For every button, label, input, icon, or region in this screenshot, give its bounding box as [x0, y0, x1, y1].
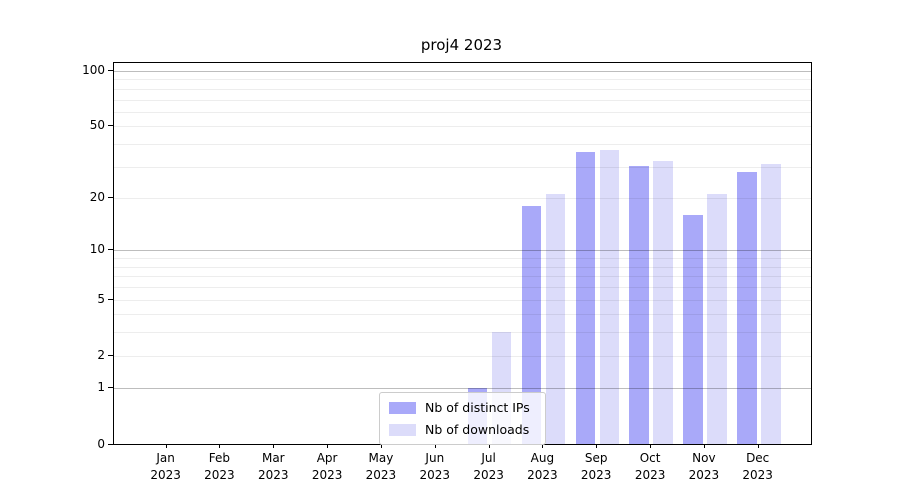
x-tick-month: Jun	[425, 451, 445, 465]
x-tick-year: 2023	[204, 468, 235, 482]
x-tick-month: Sep	[584, 451, 608, 465]
y-tick-label: 2	[97, 347, 105, 362]
x-tick-label: Dec 2023	[726, 450, 790, 484]
bars-layer	[114, 63, 811, 444]
x-tick-year: 2023	[150, 468, 181, 482]
x-tick-mark	[165, 444, 167, 448]
x-tick-month: Jul	[481, 451, 496, 465]
bar-nb-of-downloads	[545, 193, 566, 444]
x-tick-mark	[596, 444, 598, 448]
x-tick-month: Oct	[639, 451, 661, 465]
bar-nb-of-downloads	[599, 149, 619, 444]
x-tick-mark	[542, 444, 544, 448]
x-tick-label: May 2023	[349, 450, 413, 484]
x-tick-month: Mar	[261, 451, 285, 465]
x-tick-label: Oct 2023	[618, 450, 682, 484]
x-tick-mark	[757, 444, 759, 448]
x-tick-label: Sep 2023	[564, 450, 628, 484]
x-tick-year: 2023	[365, 468, 397, 482]
y-tick-mark	[108, 387, 113, 389]
x-tick-month: Feb	[208, 451, 231, 465]
chart-title: proj4 2023	[420, 36, 503, 54]
bar-nb-of-downloads	[761, 163, 781, 444]
x-tick-month: May	[368, 451, 394, 465]
plot-area: Nb of distinct IPs Nb of downloads	[113, 62, 812, 445]
x-tick-label: Nov 2023	[672, 450, 736, 484]
x-tick-label: Aug 2023	[510, 450, 574, 484]
x-tick-mark	[434, 444, 436, 448]
x-tick-mark	[380, 444, 382, 448]
x-tick-year: 2023	[742, 468, 773, 482]
bar-nb-of-distinct-ips	[521, 205, 542, 444]
legend-item-nb-of-distinct-ips: Nb of distinct IPs	[389, 400, 533, 415]
bar-nb-of-distinct-ips	[575, 151, 595, 444]
x-tick-mark	[327, 444, 329, 448]
x-tick-mark	[273, 444, 275, 448]
x-tick-label: Feb 2023	[187, 450, 251, 484]
y-tick-mark	[108, 125, 113, 127]
x-tick-label: Jul 2023	[457, 450, 521, 484]
x-tick-label: Jan 2023	[134, 450, 198, 484]
bar-nb-of-distinct-ips	[683, 214, 703, 444]
x-tick-mark	[219, 444, 221, 448]
y-tick-label: 10	[89, 242, 105, 257]
bar-nb-of-downloads	[707, 193, 727, 444]
y-tick-mark	[108, 354, 113, 356]
x-tick-label: Jun 2023	[403, 450, 467, 484]
y-tick-label: 20	[89, 190, 105, 205]
y-tick-mark	[108, 249, 113, 251]
y-tick-label: 100	[82, 63, 105, 77]
y-tick-label: 5	[97, 291, 105, 306]
legend-item-nb-of-downloads: Nb of downloads	[389, 422, 533, 437]
y-tick-mark	[108, 298, 113, 300]
x-tick-year: 2023	[311, 468, 343, 482]
x-tick-year: 2023	[580, 468, 612, 482]
y-tick-label: 0	[97, 436, 105, 451]
legend: Nb of distinct IPs Nb of downloads	[379, 392, 546, 445]
x-tick-month: Nov	[692, 451, 716, 465]
legend-swatch	[389, 423, 416, 436]
y-tick-label: 1	[97, 380, 105, 395]
x-tick-month: Apr	[316, 451, 338, 465]
x-tick-year: 2023	[473, 468, 504, 482]
x-tick-month: Aug	[530, 451, 555, 465]
y-tick-mark	[108, 197, 113, 199]
y-tick-mark	[108, 443, 113, 445]
x-tick-year: 2023	[419, 468, 451, 482]
x-tick-month: Dec	[746, 451, 770, 465]
x-tick-month: Jan	[156, 451, 175, 465]
x-tick-mark	[488, 444, 490, 448]
x-tick-year: 2023	[688, 468, 720, 482]
y-tick-label: 50	[89, 118, 105, 133]
legend-label: Nb of distinct IPs	[425, 400, 530, 415]
bar-nb-of-distinct-ips	[737, 171, 757, 444]
x-tick-mark	[703, 444, 705, 448]
x-tick-label: Mar 2023	[241, 450, 305, 484]
legend-swatch	[389, 401, 416, 414]
legend-label: Nb of downloads	[425, 422, 530, 437]
bar-nb-of-distinct-ips	[629, 166, 649, 444]
x-tick-label: Apr 2023	[295, 450, 359, 484]
bar-nb-of-downloads	[653, 161, 673, 444]
x-tick-mark	[650, 444, 652, 448]
y-tick-mark	[108, 70, 113, 71]
x-tick-year: 2023	[527, 468, 558, 482]
x-tick-year: 2023	[258, 468, 289, 482]
x-tick-year: 2023	[634, 468, 666, 482]
